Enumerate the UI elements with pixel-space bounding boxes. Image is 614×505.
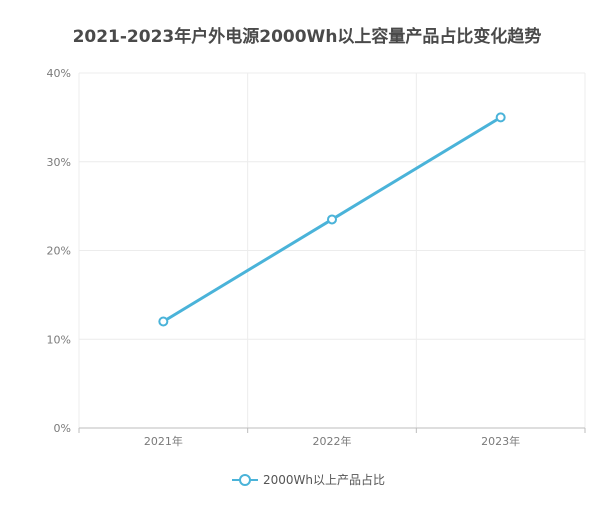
axis-layer: 0% 10% 20% 30% 40% 2021年 2022年 2023年 bbox=[47, 67, 586, 448]
chart-title: 2021-2023年户外电源2000Wh以上容量产品占比变化趋势 bbox=[72, 27, 542, 47]
series-layer bbox=[158, 112, 506, 327]
y-tick-label: 30% bbox=[47, 156, 71, 169]
data-point[interactable] bbox=[158, 316, 169, 327]
data-point[interactable] bbox=[327, 214, 337, 225]
legend[interactable]: 2000Wh以上产品占比 bbox=[232, 472, 385, 487]
y-tick-label: 10% bbox=[47, 333, 71, 346]
x-tick-label: 2023年 bbox=[481, 434, 520, 448]
grid-layer bbox=[78, 72, 586, 428]
legend-marker-icon bbox=[239, 474, 251, 486]
y-tick-label: 40% bbox=[47, 67, 71, 80]
data-point[interactable] bbox=[495, 112, 506, 123]
y-tick-label: 20% bbox=[47, 245, 71, 258]
y-tick-label: 0% bbox=[54, 422, 71, 435]
x-tick-label: 2022年 bbox=[313, 434, 352, 448]
legend-label: 2000Wh以上产品占比 bbox=[263, 472, 385, 487]
x-tick-label: 2021年 bbox=[144, 434, 183, 448]
